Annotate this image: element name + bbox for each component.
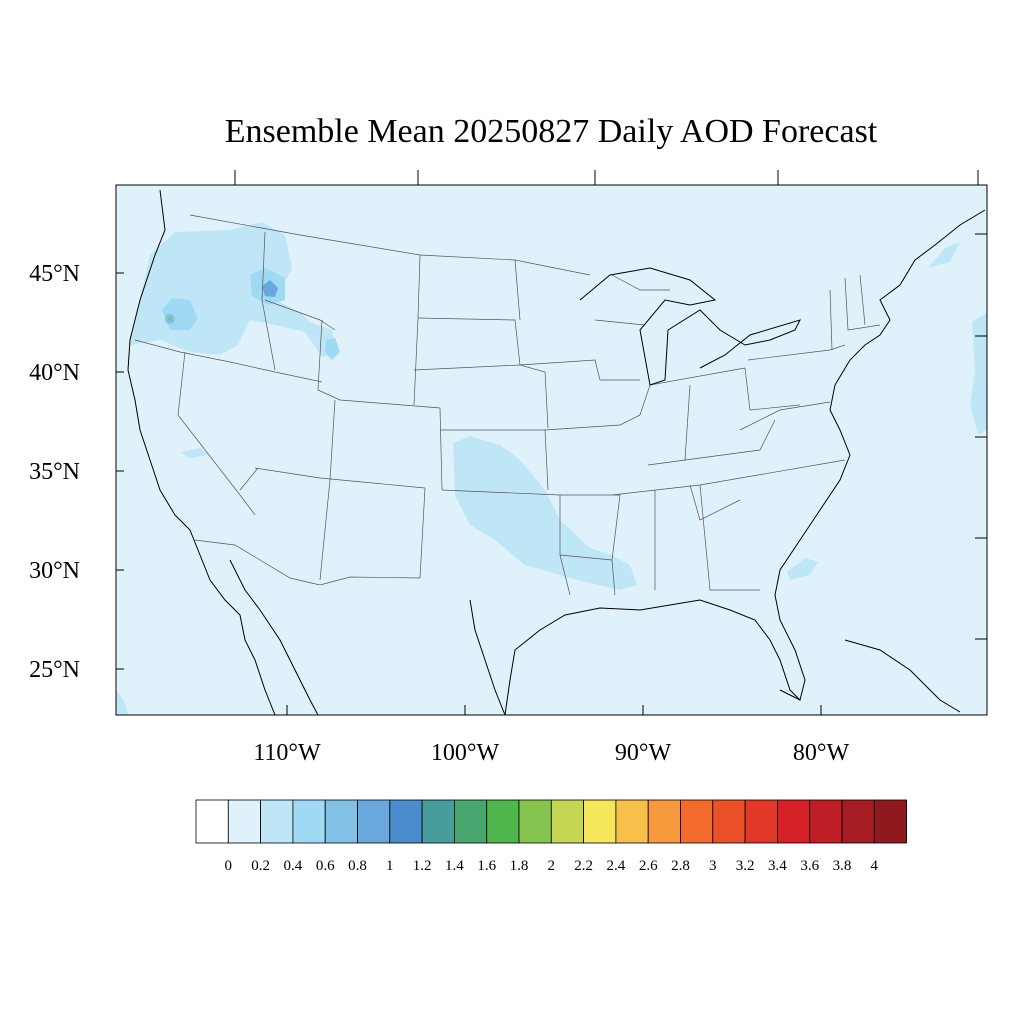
lon-ticks	[234, 170, 979, 715]
lon-label-100w: 100°W	[431, 740, 500, 766]
colorbar-swatch	[680, 799, 714, 844]
coastlines	[127, 189, 986, 716]
colorbar: 0 0.2 0.4 0.6 0.8 1 1.2 1.4 1.6 1.8 2 2.2 2.4 2.6 2.8 3…	[195, 799, 907, 874]
colorbar-swatch	[841, 799, 875, 844]
aod-max-point	[168, 317, 172, 321]
aod-plumes	[116, 222, 987, 715]
colorbar-swatch	[227, 799, 262, 844]
colorbar-swatch	[421, 799, 455, 844]
colorbar-swatch	[583, 799, 617, 844]
aod-plume-pacific	[180, 448, 208, 458]
colorbar-swatch	[486, 799, 520, 844]
colorbar-label: 1.6	[477, 858, 496, 874]
colorbar-label: 2.8	[671, 858, 690, 874]
colorbar-label: 3.8	[833, 858, 852, 874]
colorbar-label: 0.2	[251, 858, 270, 874]
colorbar-swatch	[357, 799, 391, 844]
colorbar-label: 2	[548, 858, 556, 874]
colorbar-swatch	[292, 799, 326, 844]
gulf-coast	[504, 454, 851, 716]
lat-label-35: 35°N	[29, 459, 80, 485]
colorbar-swatch	[615, 799, 649, 844]
baja-gulf-coast	[229, 559, 319, 716]
aod-hotspot-wyoming	[325, 338, 340, 360]
lon-label-80w: 80°W	[793, 740, 850, 766]
aod-plume-east-edge	[970, 312, 987, 435]
colorbar-swatch	[809, 799, 843, 844]
colorbar-label: 1.4	[445, 858, 464, 874]
colorbar-label: 1.8	[510, 858, 529, 874]
aod-plume-atlantic	[787, 558, 818, 580]
map-title: Ensemble Mean 20250827 Daily AOD Forecas…	[225, 113, 878, 150]
colorbar-label: 3.4	[768, 858, 787, 874]
lat-ticks	[116, 233, 987, 670]
great-lakes	[579, 267, 801, 386]
colorbar-label: 0.6	[316, 858, 335, 874]
colorbar-swatch	[453, 799, 488, 844]
colorbar-label: 0	[225, 858, 233, 874]
map-frame	[115, 184, 988, 716]
aod-plume-pacific-south	[116, 690, 128, 715]
colorbar-swatch	[550, 799, 584, 844]
colorbar-swatch	[324, 799, 358, 844]
lon-label-90w: 90°W	[615, 740, 672, 766]
pacific-coast	[127, 189, 276, 716]
colorbar-label: 3	[709, 858, 717, 874]
map-panel	[115, 184, 988, 716]
lat-labels: 45°N 40°N 35°N 30°N 25°N	[29, 261, 80, 683]
state-borders	[134, 214, 881, 596]
cuba	[844, 639, 961, 713]
colorbar-swatch	[873, 799, 907, 844]
colorbar-swatch	[712, 799, 746, 844]
colorbar-label: 4	[871, 858, 879, 874]
aod-plume-nova-scotia	[928, 242, 960, 268]
colorbar-label: 1	[386, 858, 394, 874]
colorbar-swatch	[777, 799, 811, 844]
colorbar-label: 3.6	[800, 858, 819, 874]
lat-label-30: 30°N	[29, 558, 80, 584]
florida-keys	[779, 689, 801, 701]
colorbar-label: 1.2	[413, 858, 432, 874]
colorbar-swatch	[195, 799, 229, 844]
colorbar-label: 0.8	[348, 858, 367, 874]
lon-label-110w: 110°W	[253, 740, 321, 766]
aod-plume-southern-plains	[453, 436, 637, 590]
aod-peak-idaho	[262, 280, 278, 297]
lat-label-25: 25°N	[29, 657, 80, 683]
colorbar-swatch	[260, 799, 294, 844]
colorbar-label: 2.2	[574, 858, 593, 874]
colorbar-swatch	[744, 799, 778, 844]
lat-label-40: 40°N	[29, 360, 80, 386]
colorbar-label: 3.2	[736, 858, 755, 874]
colorbar-swatch	[518, 799, 552, 844]
colorbar-label: 2.4	[607, 858, 626, 874]
colorbar-label: 0.4	[284, 858, 303, 874]
mexico-gulf-coast	[469, 599, 506, 716]
colorbar-swatch	[647, 799, 681, 844]
atlantic-coast	[829, 209, 986, 456]
colorbar-label: 2.6	[639, 858, 658, 874]
colorbar-swatch	[389, 799, 423, 844]
lat-label-45: 45°N	[29, 261, 80, 287]
lon-labels: 110°W 100°W 90°W 80°W	[253, 740, 849, 766]
